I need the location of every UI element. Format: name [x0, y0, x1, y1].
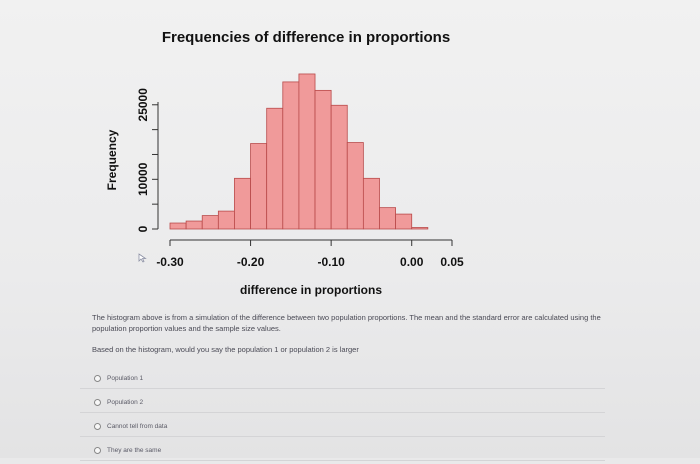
histogram-bar — [217, 210, 235, 230]
histogram-bar — [250, 143, 268, 230]
y-tick-label: 0 — [136, 225, 150, 232]
y-tick-label: 25000 — [136, 88, 150, 122]
y-axis-label: Frequency — [105, 129, 119, 190]
histogram-bar — [395, 213, 413, 230]
radio-button[interactable] — [94, 422, 101, 430]
mouse-pointer-icon — [138, 253, 147, 263]
x-tick-label: -0.20 — [237, 255, 265, 269]
histogram-bar — [185, 220, 203, 230]
bars-group — [169, 73, 429, 230]
option-label: They are the same — [107, 446, 162, 454]
histogram-bar — [314, 89, 332, 230]
chart-title: Frequencies of difference in proportions — [162, 29, 450, 46]
question-intro: The histogram above is from a simulation… — [92, 313, 601, 333]
histogram-chart: Frequencies of difference in proportions… — [105, 29, 464, 297]
radio-button[interactable] — [94, 374, 101, 382]
histogram-bar — [169, 222, 187, 230]
histogram-bar — [379, 207, 397, 230]
histogram-bar — [346, 142, 364, 230]
histogram-bar — [234, 177, 251, 230]
option-population-1[interactable]: Population 1 — [80, 368, 605, 389]
histogram-bar — [362, 177, 380, 230]
answer-options: Population 1 Population 2 Cannot tell fr… — [80, 368, 605, 464]
option-label: Population 2 — [107, 398, 144, 406]
histogram-bar — [266, 107, 284, 230]
radio-button[interactable] — [94, 446, 101, 454]
x-tick-label: -0.30 — [156, 255, 184, 269]
histogram-bar — [282, 81, 300, 230]
radio-button[interactable] — [94, 398, 101, 406]
y-axis: 0 10000 25000 — [136, 88, 159, 232]
x-tick-label: 0.00 — [400, 255, 424, 269]
option-label: Cannot tell from data — [107, 422, 168, 430]
question-prompt: Based on the histogram, would you say th… — [92, 345, 359, 354]
histogram-bar — [411, 227, 429, 230]
x-tick-label: 0.05 — [440, 255, 464, 269]
option-cannot-tell[interactable]: Cannot tell from data — [80, 416, 605, 437]
option-label: Population 1 — [107, 374, 144, 382]
question-text: The histogram above is from a simulation… — [92, 312, 632, 365]
x-tick-label: -0.10 — [317, 255, 345, 269]
x-axis: -0.30 -0.20 -0.10 0.00 0.05 — [156, 239, 464, 269]
x-axis-label: difference in proportions — [240, 283, 382, 297]
y-tick-label: 10000 — [136, 162, 150, 196]
histogram-bar — [330, 104, 348, 230]
histogram-bar — [201, 215, 219, 230]
histogram-bar — [298, 73, 316, 230]
option-population-2[interactable]: Population 2 — [80, 392, 605, 413]
